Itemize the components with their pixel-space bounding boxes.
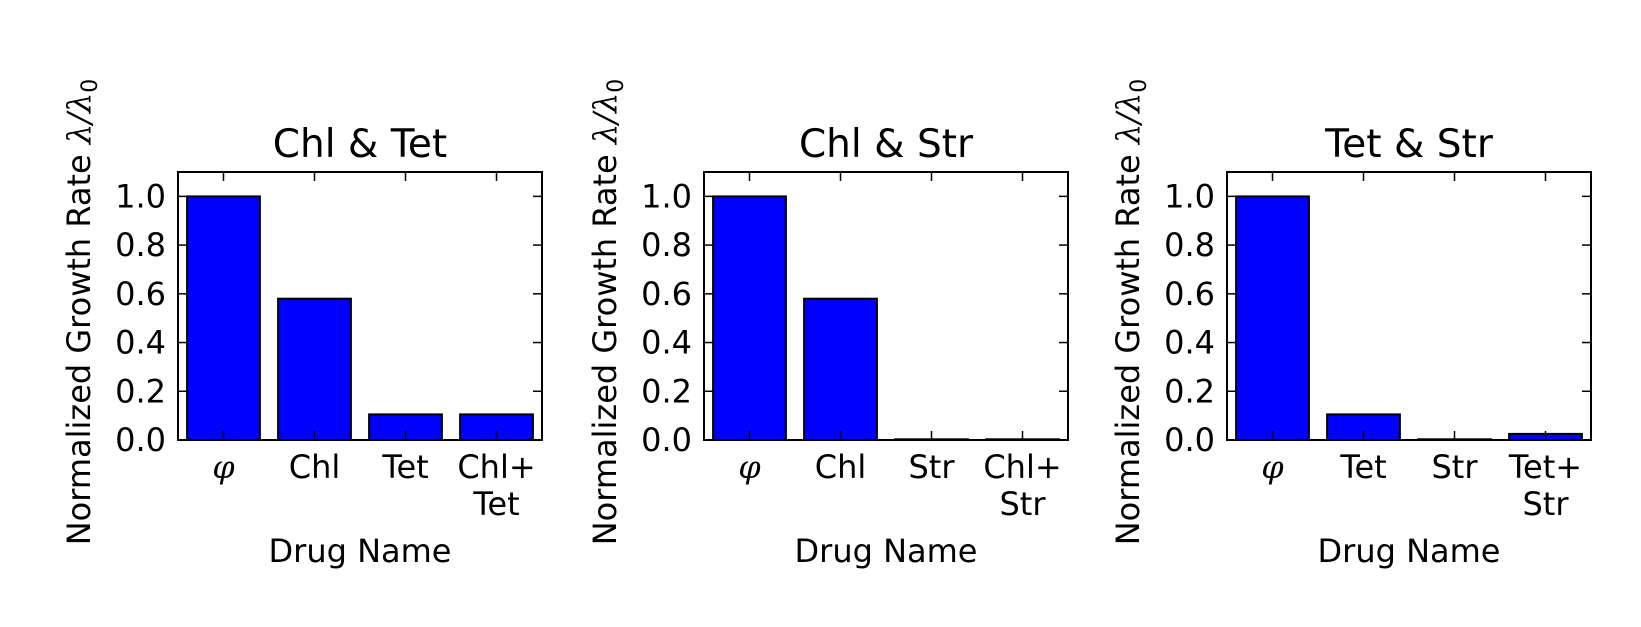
- y-tick-label: 0.8: [641, 226, 692, 264]
- x-tick-label: Tet: [1339, 448, 1386, 486]
- x-tick-label: Str: [1431, 448, 1478, 486]
- x-tick-label: Tet+ Str: [1508, 448, 1582, 523]
- y-tick-label: 0.4: [641, 324, 692, 362]
- chart-panel-1: 0.0 0.2 0.4 0.6 0.8 1.0 φ Chl Tet Chl+ Tet Chl & Te…: [60, 79, 543, 570]
- y-tick-label: 0.2: [1164, 372, 1215, 410]
- y-tick-label: 1.0: [1164, 177, 1215, 215]
- bar: [1235, 195, 1310, 441]
- y-axis-label: Normalized Growth Rate λ/λ0: [586, 79, 629, 546]
- chart-title: Chl & Str: [799, 122, 974, 167]
- axes-frame: [177, 171, 543, 441]
- x-tick-label: Chl: [289, 448, 341, 486]
- y-tick-label: 0.4: [1164, 324, 1215, 362]
- axes-frame: [703, 171, 1069, 441]
- y-tick-label: 0.6: [641, 275, 692, 313]
- y-axis-label: Normalized Growth Rate λ/λ0: [60, 79, 103, 546]
- y-tick-label: 0.0: [641, 421, 692, 459]
- chart-title: Tet & Str: [1324, 122, 1494, 167]
- y-tick-label: 0.4: [115, 324, 166, 362]
- chart-panel-3: 0.0 0.2 0.4 0.6 0.8 1.0 φ Tet Str Tet+ Str Tet & St…: [1109, 79, 1592, 570]
- y-tick-label: 0.0: [1164, 421, 1215, 459]
- x-tick-label: φ: [1261, 448, 1284, 486]
- y-tick-label: 0.0: [115, 421, 166, 459]
- bar: [277, 297, 352, 442]
- bar: [803, 297, 878, 442]
- x-tick-label: Chl+ Str: [983, 448, 1061, 523]
- x-tick-label: Tet: [381, 448, 428, 486]
- bar: [186, 195, 261, 441]
- y-axis-label: Normalized Growth Rate λ/λ0: [1109, 79, 1152, 546]
- x-axis-label: Drug Name: [1318, 532, 1501, 570]
- x-axis-label: Drug Name: [269, 532, 452, 570]
- y-tick-label: 0.2: [115, 372, 166, 410]
- chart-panel-2: 0.0 0.2 0.4 0.6 0.8 1.0 φ Chl Str Chl+ Str Chl & St…: [586, 79, 1069, 570]
- x-tick-label: Chl: [815, 448, 867, 486]
- y-tick-label: 1.0: [115, 177, 166, 215]
- y-tick-label: 1.0: [641, 177, 692, 215]
- x-tick-label: Chl+ Tet: [457, 448, 535, 523]
- y-tick-label: 0.6: [115, 275, 166, 313]
- x-tick-label: φ: [212, 448, 235, 486]
- x-tick-label: φ: [738, 448, 761, 486]
- y-tick-label: 0.8: [1164, 226, 1215, 264]
- y-tick-label: 0.2: [641, 372, 692, 410]
- bar: [712, 195, 787, 441]
- y-tick-label: 0.8: [115, 226, 166, 264]
- chart-title: Chl & Tet: [273, 122, 447, 167]
- y-tick-label: 0.6: [1164, 275, 1215, 313]
- x-axis-label: Drug Name: [795, 532, 978, 570]
- axes-frame: [1226, 171, 1592, 441]
- x-tick-label: Str: [908, 448, 955, 486]
